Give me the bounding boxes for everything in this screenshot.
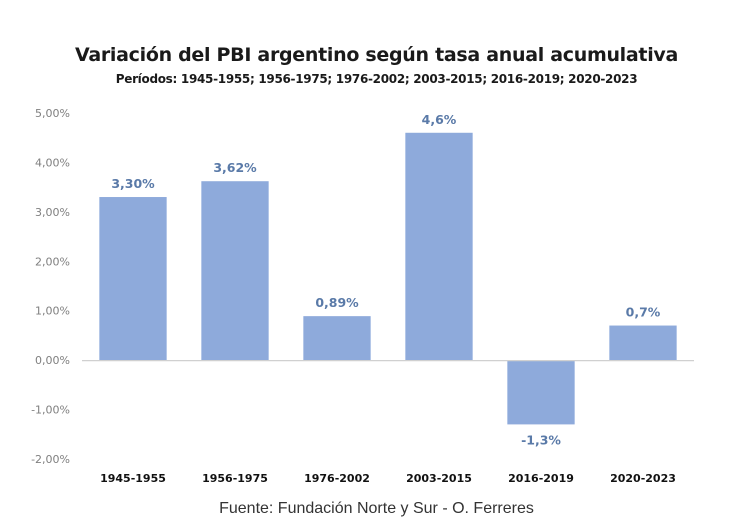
x-tick-label: 1956-1975 xyxy=(202,472,268,485)
y-tick-label: 4,00% xyxy=(35,156,70,169)
bar xyxy=(405,132,473,361)
data-label: 4,6% xyxy=(422,112,457,127)
x-tick-label: 1976-2002 xyxy=(304,472,370,485)
data-label: 0,89% xyxy=(315,295,359,310)
y-tick-label: -2,00% xyxy=(31,453,70,466)
y-tick-label: -1,00% xyxy=(31,404,70,417)
y-tick-label: 0,00% xyxy=(35,354,70,367)
x-tick-label: 2020-2023 xyxy=(610,472,676,485)
chart-title: Variación del PBI argentino según tasa a… xyxy=(74,44,679,66)
data-label: 0,7% xyxy=(626,305,661,320)
bar xyxy=(99,197,167,361)
bar xyxy=(303,316,371,361)
y-tick-label: 3,00% xyxy=(35,206,70,219)
y-tick-label: 2,00% xyxy=(35,255,70,268)
x-tick-label: 1945-1955 xyxy=(100,472,166,485)
x-tick-label: 2016-2019 xyxy=(508,472,574,485)
data-label: 3,62% xyxy=(213,160,257,175)
bar xyxy=(201,181,269,361)
bar xyxy=(609,325,677,361)
data-label: 3,30% xyxy=(111,176,155,191)
x-tick-label: 2003-2015 xyxy=(406,472,472,485)
y-tick-label: 5,00% xyxy=(35,107,70,120)
chart-source: Fuente: Fundación Norte y Sur - O. Ferre… xyxy=(219,500,534,517)
chart-subtitle: Períodos: 1945-1955; 1956-1975; 1976-200… xyxy=(115,72,638,86)
data-label: -1,3% xyxy=(521,432,561,447)
y-tick-label: 1,00% xyxy=(35,305,70,318)
bar xyxy=(507,360,575,425)
